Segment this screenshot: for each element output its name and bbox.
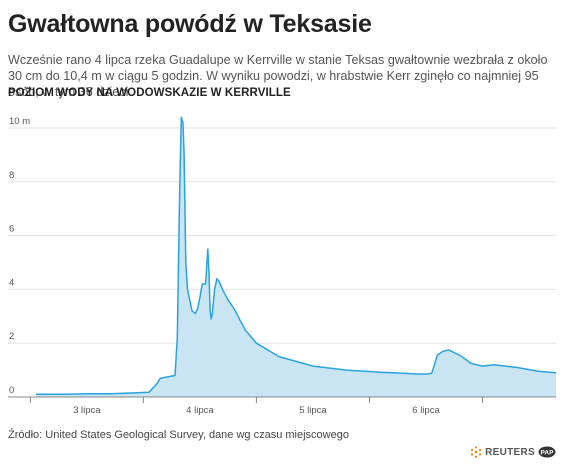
x-axis: 3 lipca 4 lipca 5 lipca 6 lipca [8,396,556,416]
credits: REUTERS PAP [470,446,556,458]
pap-logo-icon: PAP [538,446,556,458]
x-tick-label: 6 lipca [412,405,440,416]
water-level-line [36,116,557,396]
x-tick-label: 3 lipca [73,405,101,416]
source-note: Źródło: United States Geological Survey,… [8,429,349,441]
chart-subtitle: POZIOM WODY NA WODOWSKAZIE W KERRVILLE [8,87,291,99]
chart-title: Gwałtowna powódź w Teksasie [8,10,372,38]
y-axis-ticks: 0 2 4 6 8 10 m [9,116,30,396]
y-tick-label: 6 [9,224,14,235]
y-tick-label: 10 m [9,116,30,127]
y-tick-label: 4 [9,277,14,288]
water-level-area [36,117,556,397]
reuters-label: REUTERS [485,446,535,458]
chart-description: Wcześnie rano 4 lipca rzeka Guadalupe w … [8,53,548,99]
grid-lines [8,127,556,344]
reuters-logo-icon [471,446,482,458]
pap-label: PAP [541,449,555,456]
x-tick-label: 4 lipca [186,405,214,416]
y-tick-label: 0 [9,385,14,396]
y-tick-label: 8 [9,170,14,181]
y-tick-label: 2 [9,331,14,342]
x-tick-label: 5 lipca [299,405,327,416]
